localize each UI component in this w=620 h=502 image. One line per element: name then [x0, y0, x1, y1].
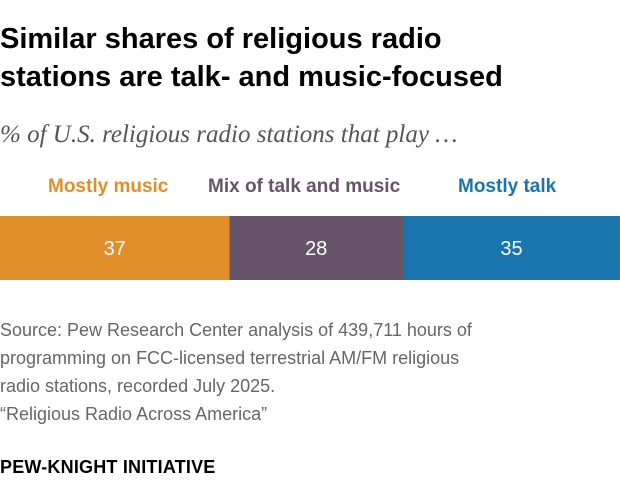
- chart-title-line-2: stations are talk- and music-focused: [0, 61, 503, 93]
- source-line-3: radio stations, recorded July 2025.: [0, 376, 276, 396]
- legend-mix-talk-music: Mix of talk and music: [208, 176, 401, 197]
- chart-title: Similar shares of religious radio statio…: [0, 20, 610, 96]
- brand-logo-text: PEW-KNIGHT INITIATIVE: [0, 457, 216, 477]
- legend-mostly-music: Mostly music: [48, 176, 169, 197]
- report-title: “Religious Radio Across America”: [0, 404, 268, 424]
- bar-segment-mix-of-talk-and-music: [229, 216, 403, 280]
- legend-mostly-talk: Mostly talk: [458, 176, 557, 197]
- bar-segment-mostly-talk: [403, 216, 620, 280]
- chart-subtitle: % of U.S. religious radio stations that …: [0, 121, 458, 148]
- source-note: Source: Pew Research Center analysis of …: [0, 316, 615, 428]
- bar-value-label-mix-of-talk-and-music: 28: [305, 238, 327, 260]
- stacked-bar-chart: 37 28 35: [0, 216, 620, 280]
- source-line-2: programming on FCC-licensed terrestrial …: [0, 348, 460, 368]
- bar-value-label-mostly-music: 37: [104, 238, 126, 260]
- chart-title-line-1: Similar shares of religious radio: [0, 23, 442, 55]
- bar-value-label-mostly-talk: 35: [500, 238, 522, 260]
- bar-segment-mostly-music: [0, 216, 230, 280]
- source-line-1: Source: Pew Research Center analysis of …: [0, 320, 472, 340]
